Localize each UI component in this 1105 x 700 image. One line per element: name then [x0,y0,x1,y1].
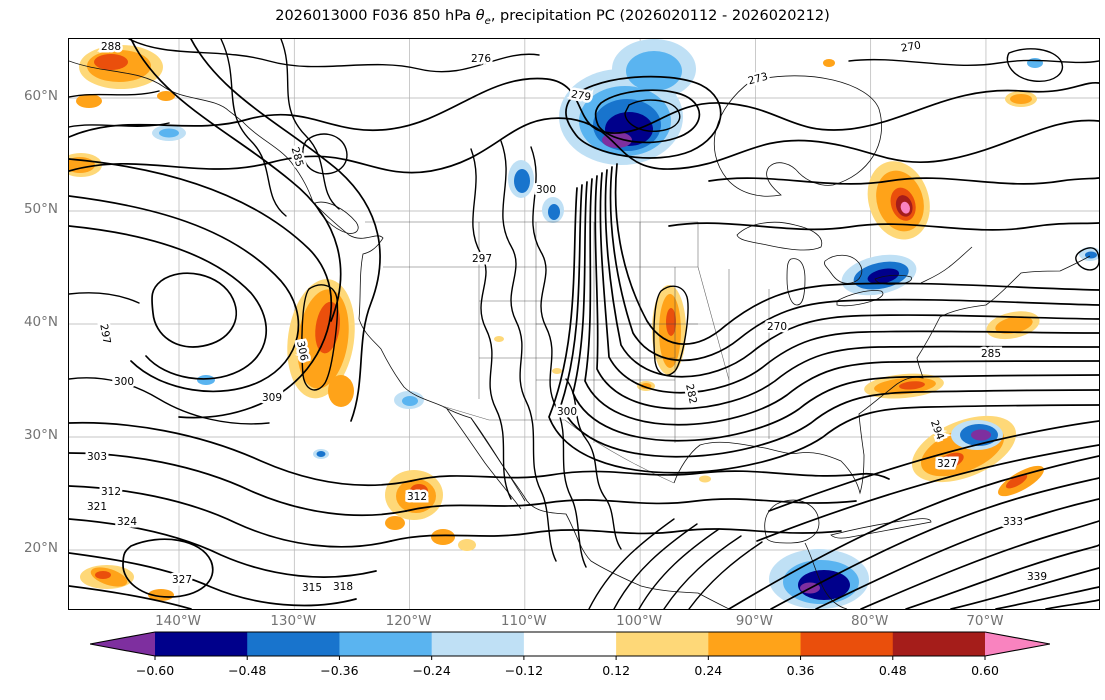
x-axis-tick-label: 130°W [270,613,317,629]
contour-label: 300 [114,376,134,388]
colorbar-over-arrow [985,632,1050,656]
y-axis-tick-label: 20°N [23,540,58,556]
colorbar-segment [708,632,802,656]
colorbar-tick-label: 0.12 [602,663,631,678]
contour-label: 318 [333,581,353,593]
colorbar-tick-label: 0.48 [878,663,907,678]
x-axis-tick-label: 80°W [851,613,889,629]
contour-label: 285 [981,348,1001,360]
contour-label: 300 [557,406,577,418]
colorbar-tick-label: −0.24 [412,663,451,678]
x-axis-tick-label: 110°W [500,613,547,629]
colorbar-tick-label: −0.48 [228,663,267,678]
contour-label: 300 [536,184,556,196]
figure-title: 2026013000 F036 850 hPa θe, precipitatio… [0,8,1105,27]
colorbar-tick-label: 0.36 [786,663,815,678]
contour-label: 321 [87,501,107,513]
contour-label: 312 [407,491,427,503]
contour-label: 276 [471,53,491,65]
contour-label: 339 [1027,571,1047,583]
contour-label: 315 [302,582,322,594]
y-axis-tick-label: 40°N [23,314,58,330]
contour-label: 327 [172,574,192,586]
contour-label: 309 [262,392,282,404]
y-axis-tick-label: 60°N [23,88,58,104]
contour-label: 312 [101,486,121,498]
title-prefix: 2026013000 F036 850 hPa [275,8,476,24]
map-plot-area: 288 276 279 273 270 300 297 285 297 300 306 309 312 3… [68,38,1100,610]
colorbar-segment [339,632,433,656]
contour-label: 327 [937,458,957,470]
colorbar-segment [616,632,709,656]
x-axis-tick-label: 100°W [616,613,663,629]
map-svg: 2882762792732703002972852973003063093123… [69,39,1099,609]
colorbar-tick-label: −0.36 [320,663,359,678]
contour-label: 270 [767,321,787,333]
x-axis-tick-label: 90°W [735,613,774,629]
title-theta-symbol: θ [475,8,485,24]
colorbar-segment [523,632,617,656]
colorbar-tick-label: −0.60 [135,663,175,678]
contour-label: 288 [101,41,121,53]
contour-label: 303 [87,451,107,463]
contour-label: 273 [747,71,769,88]
x-axis-tick-label: 140°W [155,613,201,629]
x-axis-tick-label: 70°W [966,613,1004,629]
colorbar-under-arrow [90,632,155,656]
colorbar-segment [431,632,525,656]
colorbar [90,631,1050,660]
contour-lines [69,39,1099,609]
colorbar-segment [155,632,248,656]
colorbar-segment [247,632,340,656]
contour-label: 297 [472,253,492,265]
contour-label: 324 [117,516,137,528]
y-axis-tick-label: 50°N [23,201,58,217]
contour-label: 297 [97,323,112,345]
contour-label: 333 [1003,516,1023,528]
y-axis-tick-label: 30°N [23,427,58,443]
title-suffix: , precipitation PC (2026020112 - 2026020… [490,8,830,24]
contour-label: 282 [683,383,699,405]
colorbar-segment [892,632,986,656]
colorbar-tick-label: −0.12 [504,663,544,678]
state-borders [365,221,770,484]
colorbar-tick-label: 0.24 [694,663,723,678]
colorbar-segment [800,632,894,656]
colorbar-tick-label: 0.60 [971,663,999,678]
title-theta-subscript: e [484,15,491,27]
contour-label: 270 [900,39,922,54]
x-axis-tick-label: 120°W [385,613,432,629]
